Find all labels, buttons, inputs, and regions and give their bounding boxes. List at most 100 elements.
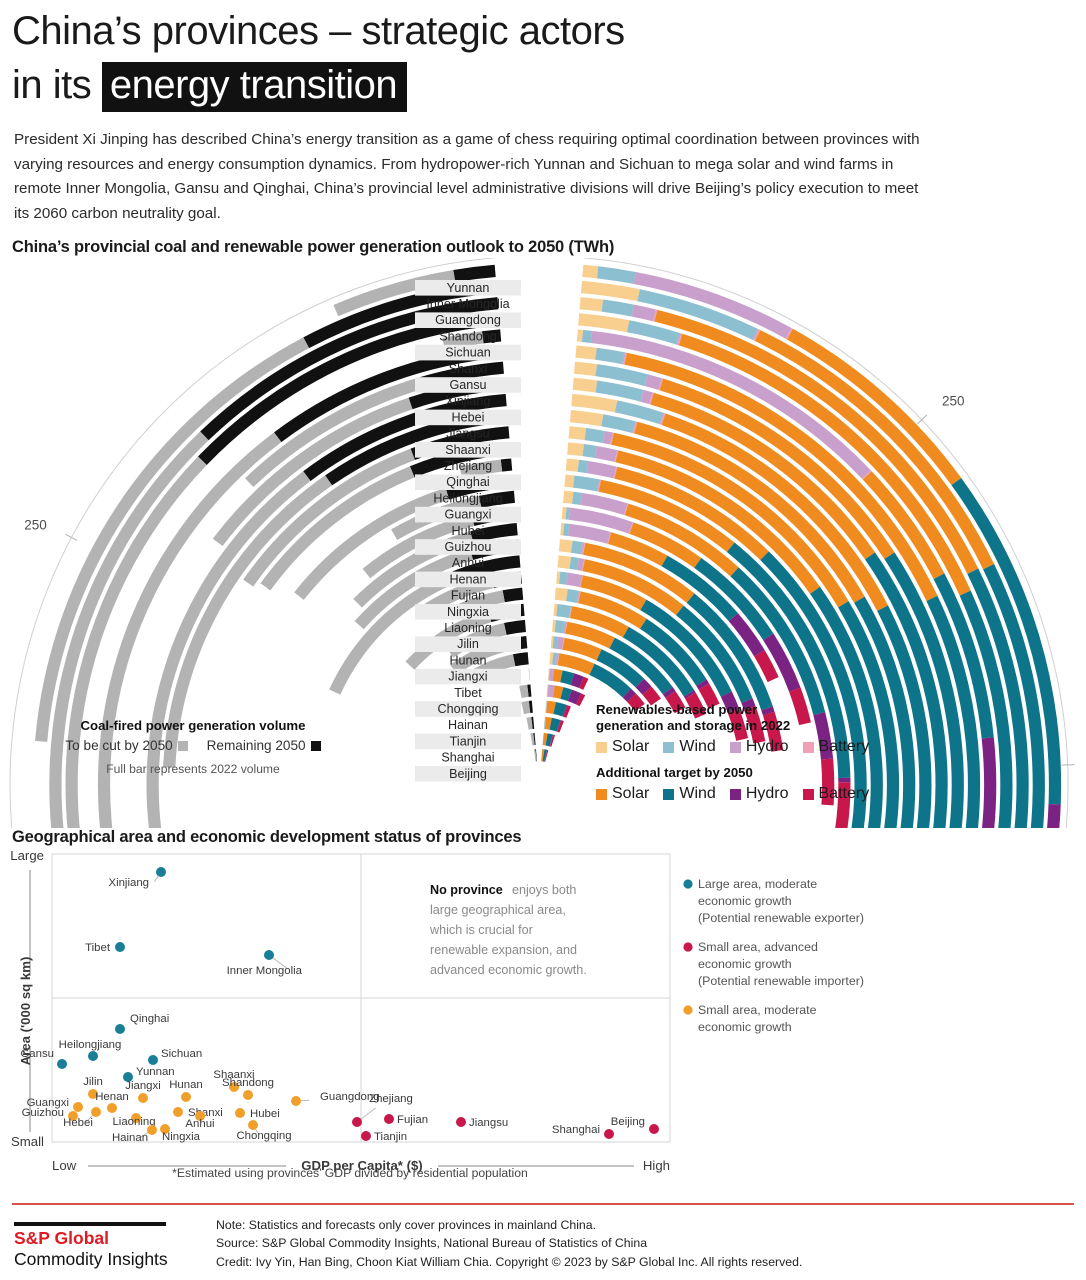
solar-target-2050-zhejiang [615, 450, 821, 594]
hydro-target-2050-guizhou [728, 613, 765, 657]
battery-target-2050-beijing [544, 749, 549, 762]
battery-2022-jiangsu [633, 421, 638, 434]
hydro-2022-gansu [644, 374, 662, 390]
coal-remaining-yunnan [453, 264, 496, 283]
hydro-2022-liaoning [568, 605, 572, 619]
wind-target-2050-xinjiang [865, 552, 948, 828]
wind-2022-qinghai [577, 459, 589, 474]
scatter-point-shaanxi[interactable] [229, 1082, 239, 1092]
hydro-target-2050-guangxi [813, 712, 834, 760]
scatter-point-chongqing[interactable] [248, 1120, 258, 1130]
scatter-point-anhui[interactable] [195, 1111, 205, 1121]
battery-2022-jiangxi [557, 653, 560, 666]
scatter-point-sichuan[interactable] [148, 1055, 158, 1065]
battery-2022-hebei [660, 413, 666, 425]
scatter-point-hainan[interactable] [147, 1125, 157, 1135]
solar-2022-sichuan [576, 329, 584, 342]
wind-target-2050-hainan [553, 702, 567, 717]
solar-2022-hebei [571, 393, 618, 413]
legend-2022-solar: Solar [596, 738, 649, 756]
battery-2022-hubei [628, 522, 634, 534]
battery-2022-heilongjiang [597, 479, 602, 492]
scatter-point-beijing[interactable] [649, 1124, 659, 1134]
solar-2022-shandong [578, 313, 630, 333]
scatter-point-hunan[interactable] [181, 1092, 191, 1102]
wind-target-2050-sichuan [933, 573, 994, 739]
scatter-point-shanghai[interactable] [604, 1129, 614, 1139]
scatter-point-yunnan[interactable] [123, 1072, 133, 1082]
scatter-point-jiangxi[interactable] [138, 1093, 148, 1103]
logo-line-1: S&P Global [14, 1228, 109, 1248]
scatter-point-guizhou[interactable] [68, 1111, 78, 1121]
scatter-point-qinghai[interactable] [115, 1024, 125, 1034]
scatter-point-liaoning[interactable] [131, 1113, 141, 1123]
wind-2022-tibet [548, 668, 551, 681]
hydro-2022-hunan [556, 636, 565, 650]
wind-2022-guangdong [601, 299, 634, 317]
scatter-point-zhejiang[interactable] [352, 1117, 362, 1127]
scatter-point-jiangsu[interactable] [456, 1117, 466, 1127]
hydro-target-2050-shanghai [549, 734, 554, 747]
solar-2022-anhui [558, 539, 573, 553]
solar-2022-guangdong [579, 297, 604, 312]
coal-cut-shanghai [530, 733, 535, 746]
scatter-point-hubei[interactable] [235, 1108, 245, 1118]
battery-2022-ningxia [577, 591, 581, 604]
hydro-target-2050-hainan [562, 704, 568, 717]
label: Hydro [745, 785, 789, 802]
province-label-plate [415, 636, 521, 652]
scatter-legend-dot-1-icon [683, 879, 693, 889]
scatter-point-label-henan: Henan [95, 1091, 129, 1103]
hydro-2022-anhui [580, 542, 585, 555]
scatter-y-axis-label: Area ('000 sq km) [18, 957, 33, 1066]
solar-2022-shanxi [575, 345, 597, 360]
logo-line-2: Commodity Insights [14, 1249, 168, 1269]
wind-target-2050-shandong [959, 590, 1013, 828]
scatter-point-heilongjiang[interactable] [88, 1051, 98, 1061]
scatter-point-xinjiang[interactable] [156, 867, 166, 877]
legend-2022-hydro: Hydro [729, 738, 789, 756]
scatter-point-jilin[interactable] [88, 1089, 98, 1099]
scatter-point-shandong[interactable] [243, 1090, 253, 1100]
scatter-point-tibet[interactable] [115, 942, 125, 952]
hydro-target-2050-hubei [763, 633, 801, 692]
scatter-legend-label-3-2: economic growth [698, 1020, 792, 1034]
scatter-point-tianjin[interactable] [361, 1131, 371, 1141]
scatter-point-henan[interactable] [107, 1103, 117, 1113]
scatter-point-fujian[interactable] [384, 1114, 394, 1124]
battery-target-2050-hubei [789, 687, 811, 726]
swatch-battery-icon [802, 741, 814, 753]
province-label-plate [415, 344, 521, 361]
scatter-point-inner-mongolia[interactable] [264, 950, 274, 960]
swatch-solar-icon [596, 741, 607, 753]
renewable-legend: Renewables-based power generation and st… [596, 702, 896, 807]
scatter-point-label-jiangxi: Jiangxi [125, 1080, 160, 1092]
province-label-inner-mongolia: Inner Mongolia [426, 297, 509, 311]
wind-2022-jiangsu [601, 414, 636, 434]
solar-target-2050-jilin [565, 621, 615, 649]
axis-tick-label-250: 250 [942, 394, 965, 409]
scatter-point-hebei[interactable] [91, 1107, 101, 1117]
hydro-2022-tibet [549, 668, 555, 681]
scatter-point-shanxi[interactable] [173, 1107, 183, 1117]
legend-2050-hydro: Hydro [729, 785, 789, 803]
scatter-point-guangdong[interactable] [291, 1096, 301, 1106]
province-label-plate [415, 474, 521, 490]
scatter-point-guangxi[interactable] [73, 1102, 83, 1112]
scatter-point-ningxia[interactable] [160, 1124, 170, 1134]
annotation-lines: enjoys both large geographical area, which… [429, 883, 587, 977]
legend-2050-wind: Wind [663, 785, 716, 803]
scatter-point-gansu[interactable] [57, 1059, 67, 1069]
hydro-2022-jiangxi [555, 652, 560, 666]
battery-target-2050-anhui [762, 711, 784, 752]
province-label-henan: Henan [449, 572, 486, 586]
province-label-zhejiang: Zhejiang [444, 459, 492, 473]
wind-target-2050-shanxi [926, 595, 981, 828]
hydro-2022-zhejiang [594, 446, 618, 463]
wind-target-2050-shanghai [545, 733, 553, 747]
wind-target-2050-guangdong [967, 568, 1029, 828]
scatter-point-label-ningxia: Ningxia [162, 1131, 201, 1143]
hydro-2022-qinghai [586, 461, 617, 479]
solar-target-2050-hebei [661, 413, 889, 612]
hydro-target-2050-yunnan [1047, 804, 1061, 828]
